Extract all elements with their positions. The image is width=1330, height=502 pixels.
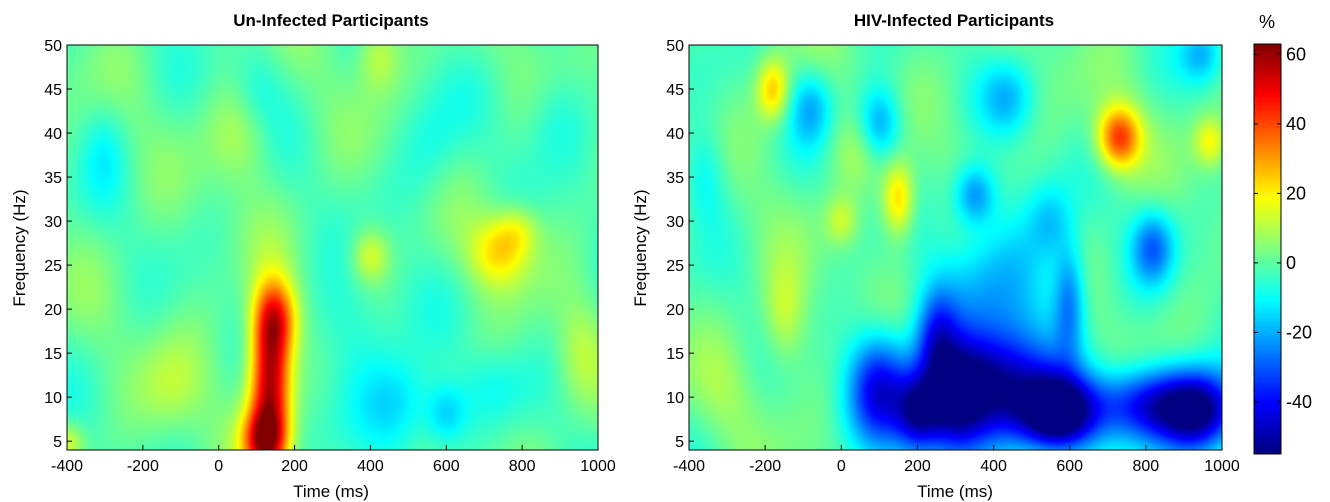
colorbar-tick-label: 60 bbox=[1286, 44, 1306, 64]
heatmap-image bbox=[67, 45, 598, 450]
heatmap-panel-uninfected: Un-Infected Participants -400 -200 0 200 400… bbox=[10, 11, 616, 501]
y-tick-label: 40 bbox=[44, 126, 62, 143]
x-tick-label: -200 bbox=[127, 458, 159, 475]
chart-title: Un-Infected Participants bbox=[233, 11, 429, 30]
colorbar-tick-label: 20 bbox=[1286, 183, 1306, 203]
x-tick-label: 200 bbox=[904, 458, 931, 475]
x-tick-label: -200 bbox=[749, 458, 781, 475]
y-tick-label: 15 bbox=[666, 346, 684, 363]
x-axis-label: Time (ms) bbox=[293, 482, 369, 501]
colorbar-tick-label: 40 bbox=[1286, 114, 1306, 134]
chart-title: HIV-Infected Participants bbox=[854, 11, 1054, 30]
y-tick-label: 40 bbox=[666, 126, 684, 143]
y-tick-label: 25 bbox=[44, 258, 62, 275]
plot-frame bbox=[66, 44, 599, 451]
plot-frame bbox=[688, 44, 1223, 451]
y-axis-label: Frequency (Hz) bbox=[10, 189, 29, 306]
x-tick-label: 0 bbox=[837, 458, 846, 475]
x-tick-label: 400 bbox=[980, 458, 1007, 475]
y-tick-label: 30 bbox=[44, 214, 62, 231]
x-tick-label: 800 bbox=[509, 458, 536, 475]
x-tick-label: 600 bbox=[1056, 458, 1083, 475]
y-tick-label: 5 bbox=[675, 434, 684, 451]
colorbar-gradient bbox=[1254, 44, 1281, 454]
y-tick-label: 50 bbox=[666, 38, 684, 55]
colorbar-frame bbox=[1253, 43, 1282, 455]
x-tick-label: -400 bbox=[673, 458, 705, 475]
y-tick-label: 35 bbox=[666, 170, 684, 187]
y-tick-label: 45 bbox=[44, 82, 62, 99]
x-tick-label: 1000 bbox=[580, 458, 616, 475]
x-tick-label: 600 bbox=[433, 458, 460, 475]
y-tick-label: 5 bbox=[53, 434, 62, 451]
y-tick-label: 10 bbox=[44, 390, 62, 407]
y-tick-label: 30 bbox=[666, 214, 684, 231]
x-tick-label: 200 bbox=[281, 458, 308, 475]
y-tick-label: 45 bbox=[666, 82, 684, 99]
y-tick-label: 20 bbox=[44, 302, 62, 319]
y-tick-label: 25 bbox=[666, 258, 684, 275]
x-tick-label: 800 bbox=[1133, 458, 1160, 475]
x-tick-label: -400 bbox=[51, 458, 83, 475]
colorbar-tick-label: -40 bbox=[1286, 392, 1312, 412]
y-tick-label: 20 bbox=[666, 302, 684, 319]
x-axis-label: Time (ms) bbox=[917, 482, 993, 501]
x-tick-label: 0 bbox=[214, 458, 223, 475]
y-axis-label: Frequency (Hz) bbox=[631, 189, 650, 306]
heatmap-panel-hiv-infected: HIV-Infected Participants -400 -200 0 200 40… bbox=[631, 11, 1240, 501]
y-tick-label: 50 bbox=[44, 38, 62, 55]
colorbar-unit: % bbox=[1259, 12, 1275, 32]
colorbar: % 60 40 20 0 -20 -40 bbox=[1253, 12, 1312, 455]
x-tick-label: 1000 bbox=[1204, 458, 1240, 475]
x-tick-label: 400 bbox=[357, 458, 384, 475]
y-tick-label: 35 bbox=[44, 170, 62, 187]
heatmap-image bbox=[689, 45, 1222, 450]
y-tick-label: 10 bbox=[666, 390, 684, 407]
colorbar-tick-label: 0 bbox=[1286, 253, 1296, 273]
y-tick-label: 15 bbox=[44, 346, 62, 363]
colorbar-tick-label: -20 bbox=[1286, 322, 1312, 342]
